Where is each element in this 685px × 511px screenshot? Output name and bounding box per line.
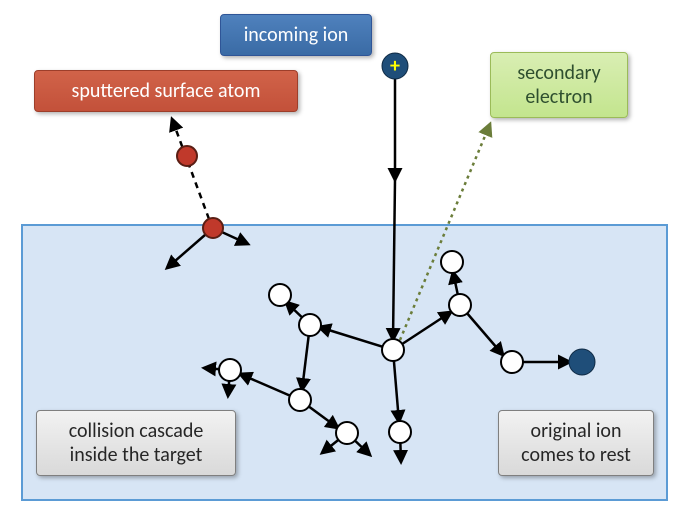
sputtered-atom (203, 218, 223, 238)
cascade-atom (389, 421, 411, 443)
label-text: secondary electron (505, 61, 613, 109)
label-secondary-electron: secondary electron (490, 52, 628, 118)
label-text: incoming ion (244, 23, 349, 47)
cascade-atom (336, 422, 358, 444)
cascade-atom (289, 389, 311, 411)
rest-ion (569, 349, 595, 375)
cascade-atom (501, 351, 523, 373)
cascade-atom (382, 339, 404, 361)
cascade-atom (219, 359, 241, 381)
label-collision-cascade: collision cascade inside the target (36, 410, 236, 476)
label-sputtered-atom: sputtered surface atom (34, 70, 298, 112)
sputtered-trajectory (172, 119, 209, 219)
label-ion-rest: original ion comes to rest (498, 410, 654, 476)
label-text: collision cascade inside the target (51, 419, 221, 467)
cascade-atom (269, 284, 291, 306)
sputtered-atom (177, 146, 197, 166)
label-incoming-ion: incoming ion (220, 14, 372, 56)
label-text: original ion comes to rest (513, 419, 639, 467)
plus-icon: + (390, 54, 400, 78)
cascade-atom (299, 314, 321, 336)
label-text: sputtered surface atom (72, 79, 261, 103)
cascade-atom (449, 294, 471, 316)
cascade-atom (441, 251, 463, 273)
